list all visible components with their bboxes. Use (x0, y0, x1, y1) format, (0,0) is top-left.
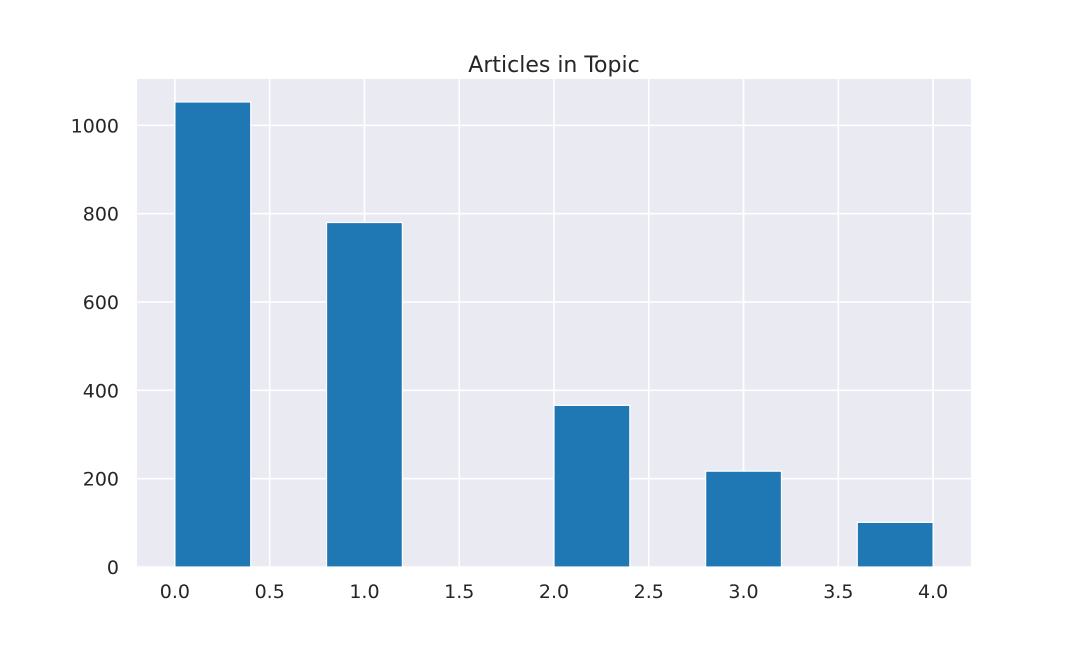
y-axis-ticks: 0 200 400 600 800 1000 (71, 115, 119, 579)
histogram-bar (325, 221, 403, 568)
x-tick-label: 2.0 (539, 581, 569, 603)
histogram-bar (856, 521, 934, 568)
x-tick-label: 4.0 (918, 581, 948, 603)
x-tick-label: 2.5 (634, 581, 664, 603)
y-tick-label: 400 (83, 380, 119, 402)
histogram-bar (705, 470, 783, 568)
x-tick-label: 3.0 (728, 581, 758, 603)
x-tick-label: 0.5 (255, 581, 285, 603)
bars (174, 101, 934, 568)
chart-title: Articles in Topic (468, 53, 639, 78)
y-tick-label: 0 (107, 557, 119, 579)
histogram-bar (553, 404, 631, 568)
y-tick-label: 200 (83, 469, 119, 491)
y-tick-label: 600 (83, 292, 119, 314)
y-tick-label: 800 (83, 204, 119, 226)
histogram-bar (174, 101, 252, 568)
y-tick-label: 1000 (71, 115, 119, 137)
x-tick-label: 0.0 (160, 581, 190, 603)
x-tick-label: 1.0 (349, 581, 379, 603)
x-tick-label: 3.5 (823, 581, 853, 603)
x-axis-ticks: 0.0 0.5 1.0 1.5 2.0 2.5 3.0 3.5 4.0 (160, 581, 948, 603)
x-tick-label: 1.5 (444, 581, 474, 603)
